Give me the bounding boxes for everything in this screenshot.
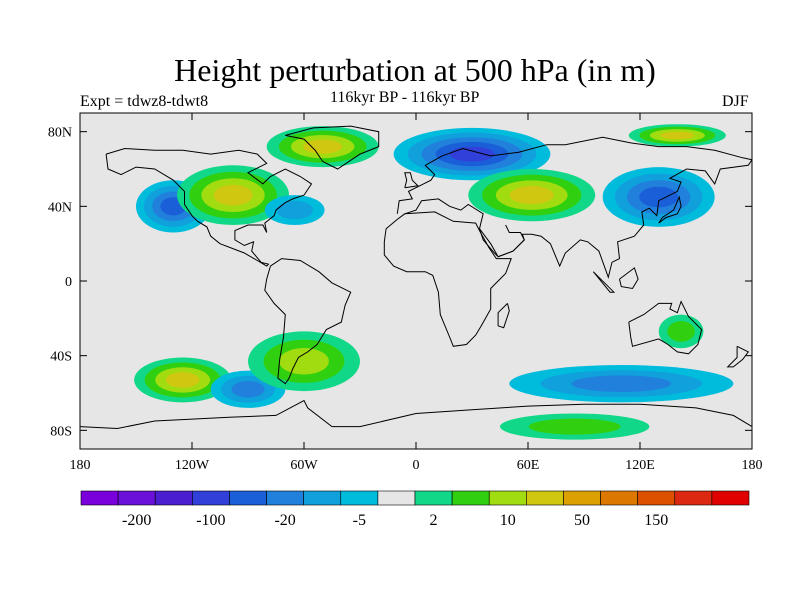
contour-shell xyxy=(509,186,554,205)
x-tick-label: 0 xyxy=(413,458,420,473)
contour-shell xyxy=(231,380,265,398)
x-tick-label: 120W xyxy=(175,458,210,473)
coastline xyxy=(726,345,750,368)
colorbar-label: 2 xyxy=(430,512,438,529)
colorbar-label: 150 xyxy=(644,512,668,529)
y-tick-label: 40S xyxy=(50,350,72,365)
coastlines xyxy=(80,125,752,430)
anomaly-low xyxy=(264,195,325,225)
colorbar-swatch xyxy=(377,490,416,506)
contour-shell xyxy=(303,139,343,154)
contour-shell xyxy=(279,347,329,375)
coastline xyxy=(396,136,752,214)
coastline xyxy=(264,258,352,385)
coastline xyxy=(497,303,510,329)
coastline xyxy=(628,300,703,355)
contour-shell xyxy=(571,375,672,392)
coastline xyxy=(404,159,752,280)
contour-shell xyxy=(660,131,695,140)
colorbar-swatch xyxy=(637,490,676,506)
anomaly-high xyxy=(500,413,650,440)
map-subtitle: 116kyr BP - 116kyr BP xyxy=(330,89,480,106)
anomaly-high xyxy=(628,124,726,147)
anomaly-low xyxy=(602,167,715,227)
contour-shell xyxy=(667,321,695,342)
map-title: Height perturbation at 500 hPa (in m) xyxy=(174,52,656,88)
colorbar-swatch xyxy=(229,490,267,506)
coastline xyxy=(658,195,682,224)
season-label: DJF xyxy=(722,93,749,110)
y-tick-label: 0 xyxy=(65,275,72,290)
experiment-label: Expt = tdwz8-tdwt8 xyxy=(80,93,209,110)
y-tick-label: 40N xyxy=(48,200,72,215)
coastline xyxy=(80,399,752,430)
colorbar-swatch xyxy=(563,490,601,506)
contour-shell xyxy=(528,418,621,435)
x-tick-label: 60W xyxy=(290,458,318,473)
colorbar-swatch xyxy=(414,490,453,506)
colorbar-swatch xyxy=(80,490,119,506)
colorbar-label: -100 xyxy=(196,512,225,529)
anomaly-high xyxy=(658,314,704,349)
colorbar-swatch xyxy=(154,490,193,506)
colorbar-swatch xyxy=(340,490,379,506)
colorbar-swatch xyxy=(526,490,564,506)
colorbar-label: -5 xyxy=(353,512,366,529)
colorbar-swatch xyxy=(600,490,638,506)
colorbar-label: -20 xyxy=(274,512,295,529)
coastline xyxy=(479,224,525,258)
colorbar: -200 -100 -20 -5 2 10 50 150 xyxy=(80,490,750,529)
coastline xyxy=(619,267,639,290)
x-tick-label: 60E xyxy=(517,458,540,473)
coastline xyxy=(285,125,380,170)
colorbar-swatch xyxy=(117,490,156,506)
anomaly-high xyxy=(248,331,360,392)
colorbar-swatch xyxy=(192,490,230,506)
colorbar-label: 50 xyxy=(574,512,590,529)
anomaly-high xyxy=(177,165,290,225)
colorbar-label: -200 xyxy=(122,512,151,529)
contour-shell xyxy=(165,372,200,388)
colorbar-label: 10 xyxy=(500,512,516,529)
colorbar-swatch xyxy=(266,490,304,506)
colorbar-swatch xyxy=(674,490,713,506)
x-tick-label: 120E xyxy=(625,458,655,473)
colorbar-swatch xyxy=(488,490,527,506)
coastline xyxy=(383,211,512,347)
contour-shell xyxy=(449,146,495,162)
contour-shell xyxy=(276,200,314,220)
colorbar-swatch xyxy=(451,490,490,506)
colorbar-swatch xyxy=(303,490,342,506)
anomaly-low xyxy=(393,127,551,181)
colorbar-swatch xyxy=(711,490,750,506)
x-tick-label: 180 xyxy=(742,458,763,473)
coastline xyxy=(404,172,419,189)
coastline xyxy=(105,147,313,267)
axis-ticks: 180 120W 60W 0 60E 120E 180 80N 40N 0 40S 80S xyxy=(48,113,763,473)
y-tick-label: 80N xyxy=(48,126,72,141)
y-tick-label: 80S xyxy=(50,424,72,439)
contour-shell xyxy=(639,186,679,208)
anomaly-high xyxy=(134,357,232,403)
anomaly-low xyxy=(509,365,734,403)
contour-field xyxy=(80,113,752,449)
coastline xyxy=(592,271,616,293)
anomaly-high xyxy=(468,169,596,222)
contour-shell xyxy=(213,184,253,206)
x-tick-label: 180 xyxy=(70,458,91,473)
